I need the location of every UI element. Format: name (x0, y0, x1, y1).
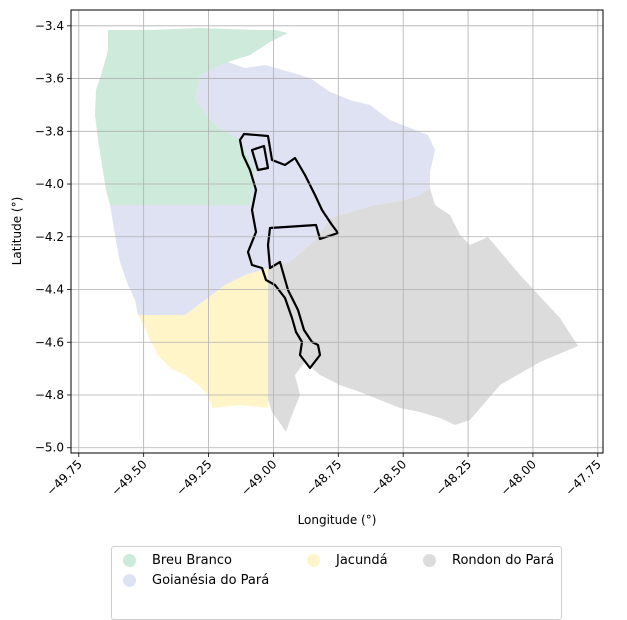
legend: Breu Branco Goianésia do Pará Jacundá Ro… (111, 546, 562, 620)
legend-swatch (123, 554, 136, 567)
grid-lines (71, 10, 603, 453)
legend-item-rondon-do-para: Rondon do Pará (423, 553, 554, 568)
legend-label: Jacundá (336, 553, 388, 568)
legend-item-goianesia-do-para: Goianésia do Pará (123, 573, 269, 588)
x-tick-label: −49.25 (173, 457, 214, 498)
boundary-outline (238, 132, 340, 370)
x-tick-label: −49.75 (44, 457, 85, 498)
y-tick-label: −5.0 (35, 441, 64, 455)
y-tick-label: −3.6 (35, 72, 64, 86)
x-tick-label: −49.50 (108, 457, 149, 498)
legend-label: Goianésia do Pará (152, 573, 270, 588)
map-figure: −49.75 −49.50 −49.25 −49.00 −48.75 −48.50 −48.… (10, 9, 604, 527)
legend-item-breu-branco: Breu Branco (123, 553, 232, 568)
x-tick-label: −48.50 (368, 457, 409, 498)
x-axis-label: Longitude (°) (298, 513, 377, 527)
y-tick-label: −4.6 (35, 335, 64, 349)
y-tick-label: −4.4 (35, 283, 64, 297)
y-tick-label: −4.0 (35, 177, 64, 191)
x-tick-label: −48.00 (498, 457, 539, 498)
y-axis-label: Latitude (°) (10, 197, 24, 266)
x-tick-label: −47.75 (563, 457, 604, 498)
legend-label: Rondon do Pará (452, 553, 555, 568)
x-tick-label: −49.00 (238, 457, 279, 498)
y-axis-ticks: −3.4 −3.6 −3.8 −4.0 −4.2 −4.4 −4.6 −4.8 −5.0 (35, 19, 71, 455)
legend-swatch (307, 554, 320, 567)
y-tick-label: −4.8 (35, 388, 64, 402)
plot-frame (70, 9, 604, 454)
legend-swatch (423, 554, 436, 567)
x-tick-label: −48.75 (303, 457, 344, 498)
x-axis-ticks: −49.75 −49.50 −49.25 −49.00 −48.75 −48.50 −48.… (44, 453, 604, 499)
legend-item-jacunda: Jacundá (307, 553, 388, 568)
legend-swatch (123, 574, 136, 587)
x-tick-label: −48.25 (433, 457, 474, 498)
y-tick-label: −3.4 (35, 19, 64, 33)
region-goianesia-do-para (110, 62, 435, 315)
y-tick-label: −4.2 (35, 230, 64, 244)
y-tick-label: −3.8 (35, 124, 64, 138)
region-breu-branco (95, 28, 288, 205)
region-jacunda (138, 268, 268, 408)
legend-label: Breu Branco (152, 553, 232, 568)
region-rondon-do-para (268, 188, 578, 432)
